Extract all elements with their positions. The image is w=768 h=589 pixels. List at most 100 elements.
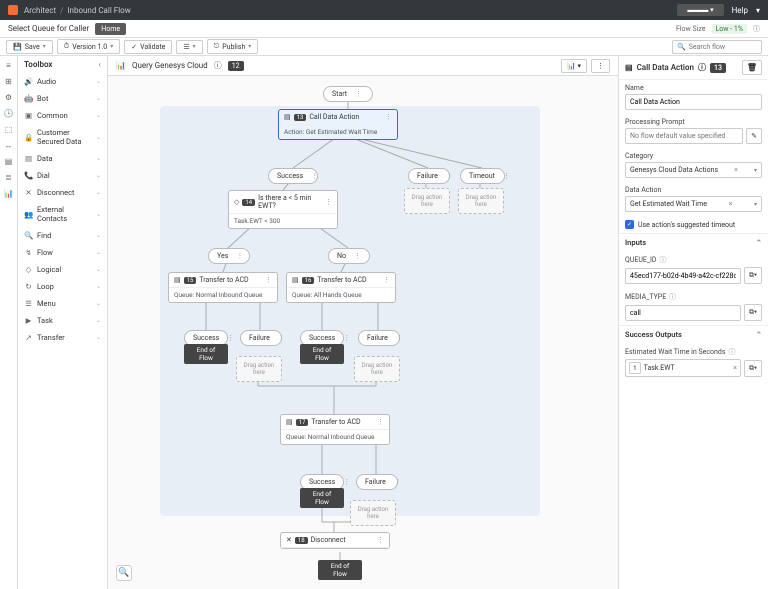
canvas-badge: 12 bbox=[228, 61, 244, 71]
rail-icon-7[interactable]: ▤ bbox=[4, 156, 14, 166]
toolbox-item-dial[interactable]: 📞Dial⌄ bbox=[18, 167, 107, 184]
toolbox-collapse-icon[interactable]: ‹ bbox=[99, 60, 101, 69]
toolbox-item-audio[interactable]: 🔊Audio⌄ bbox=[18, 73, 107, 90]
crumb-architect[interactable]: Architect bbox=[24, 6, 56, 15]
toolbox-item-bot[interactable]: 🤖Bot⌄ bbox=[18, 90, 107, 107]
crumb-flow[interactable]: Inbound Call Flow bbox=[67, 6, 130, 15]
outputs-header[interactable]: Success Outputs⌃ bbox=[619, 325, 768, 343]
canvas-info-icon[interactable]: ⓘ bbox=[214, 60, 222, 71]
toolbox-item-customer-secured-data[interactable]: 🔒Customer Secured Data⌄ bbox=[18, 124, 107, 150]
ewt-input[interactable]: 1 Task.EWT × bbox=[625, 359, 741, 377]
node-drop15[interactable]: Drag action here bbox=[236, 356, 282, 382]
panel-info-icon[interactable]: ⓘ bbox=[698, 62, 706, 73]
canvas-title: Query Genesys Cloud bbox=[132, 61, 208, 70]
node-timeout1[interactable]: Timeout⋮ bbox=[460, 168, 505, 184]
toolbox-item-external-contacts[interactable]: 👥External Contacts⌄ bbox=[18, 201, 107, 227]
node-drop16[interactable]: Drag action here bbox=[354, 356, 400, 382]
node-yes[interactable]: Yes⋮ bbox=[208, 248, 250, 264]
zoom-button[interactable]: 🔍 bbox=[116, 565, 132, 581]
node-fail1[interactable]: Failure⋮ bbox=[408, 168, 450, 184]
queue-id-input[interactable] bbox=[625, 268, 741, 284]
help-chevron-icon[interactable]: ▾ bbox=[756, 6, 760, 15]
rail-icon-3[interactable]: ⚙ bbox=[4, 92, 14, 102]
save-button[interactable]: 💾 Save▾ bbox=[6, 40, 53, 54]
toolbox-item-disconnect[interactable]: ✕Disconnect⌄ bbox=[18, 184, 107, 201]
prompt-edit-button[interactable]: ✎ bbox=[746, 128, 762, 144]
ewt-fx-button[interactable]: ⧉▾ bbox=[744, 360, 762, 377]
node-n13[interactable]: ▤13Call Data Action⋮Action: Get Estimate… bbox=[278, 109, 398, 140]
user-menu[interactable]: ▬▬▬ ▾ bbox=[677, 4, 723, 16]
left-rail: ≡ ⊞ ⚙ 🕓 ⬚ ↔ ▤ ≣ 📊 bbox=[0, 56, 18, 589]
node-fail16[interactable]: Failure⋮ bbox=[358, 330, 400, 346]
prompt-input[interactable] bbox=[625, 128, 743, 144]
toolbox-item-transfer[interactable]: ↗Transfer⌄ bbox=[18, 329, 107, 346]
flow-size-label: Flow Size bbox=[676, 25, 706, 33]
delete-button[interactable]: 🗑 bbox=[742, 60, 762, 75]
media-fx-button[interactable]: ⧉▾ bbox=[744, 304, 762, 321]
toolbox-item-task[interactable]: ▶Task⌄ bbox=[18, 312, 107, 329]
name-input[interactable] bbox=[625, 94, 762, 110]
inputs-header[interactable]: Inputs⌃ bbox=[619, 233, 768, 251]
version-button[interactable]: ⏱ Version 1.0▾ bbox=[57, 39, 121, 54]
ewt-info-icon[interactable]: ⓘ bbox=[728, 347, 735, 357]
node-fail17[interactable]: Failure⋮ bbox=[356, 474, 398, 490]
node-n14[interactable]: ◇14Is there a < 5 min EWT?⋮Task.EWT < 30… bbox=[228, 190, 338, 229]
info-icon[interactable]: ⓘ bbox=[753, 24, 760, 34]
node-n18[interactable]: ✕18Disconnect⋮ bbox=[280, 532, 390, 549]
node-end15[interactable]: End of Flow bbox=[184, 344, 228, 364]
node-n16[interactable]: ▤16Transfer to ACD⋮Queue: All Hands Queu… bbox=[286, 272, 396, 303]
rail-icon-5[interactable]: ⬚ bbox=[4, 124, 14, 134]
search-input[interactable] bbox=[689, 43, 757, 51]
node-drop1[interactable]: Drag action here bbox=[404, 188, 450, 214]
subbar: Select Queue for Caller Home Flow Size L… bbox=[0, 20, 768, 38]
toolbox-item-loop[interactable]: ↻Loop⌄ bbox=[18, 278, 107, 295]
publish-button[interactable]: ⎋ Publish▾ bbox=[207, 39, 259, 54]
media-type-input[interactable] bbox=[625, 305, 741, 321]
node-succ1[interactable]: Success⋮ bbox=[268, 168, 318, 184]
queue-info-icon[interactable]: ⓘ bbox=[660, 255, 667, 265]
rail-icon-1[interactable]: ≡ bbox=[4, 60, 14, 70]
flow-size-value: Low - 1% bbox=[712, 24, 748, 34]
canvas-more-button[interactable]: ⋮ bbox=[591, 59, 610, 73]
toolbox-item-data[interactable]: ▤Data⌄ bbox=[18, 150, 107, 167]
node-end18[interactable]: End of Flow bbox=[318, 560, 362, 580]
node-drop17[interactable]: Drag action here bbox=[350, 500, 396, 526]
rail-icon-2[interactable]: ⊞ bbox=[4, 76, 14, 86]
help-link[interactable]: Help bbox=[732, 6, 748, 15]
node-start[interactable]: Start⋮ bbox=[323, 86, 373, 102]
category-select[interactable]: Genesys Cloud Data Actions× ▾ bbox=[625, 162, 762, 178]
panel-icon: ▤ bbox=[625, 63, 633, 72]
toolbox-item-menu[interactable]: ☰Menu⌄ bbox=[18, 295, 107, 312]
node-drop2[interactable]: Drag action here bbox=[458, 188, 504, 214]
rail-icon-9[interactable]: 📊 bbox=[4, 188, 14, 198]
node-end16[interactable]: End of Flow bbox=[300, 344, 344, 364]
toolbox-item-flow[interactable]: ↯Flow⌄ bbox=[18, 244, 107, 261]
toolbox-item-logical[interactable]: ◇Logical⌄ bbox=[18, 261, 107, 278]
rail-icon-8[interactable]: ≣ bbox=[4, 172, 14, 182]
validate-button[interactable]: ✓ Validate bbox=[124, 40, 172, 54]
toolbox-item-find[interactable]: 🔍Find⌄ bbox=[18, 227, 107, 244]
toolbox-item-common[interactable]: ▣Common⌄ bbox=[18, 107, 107, 124]
flow-icon: 📊 bbox=[116, 61, 126, 70]
panel-title: Call Data Action bbox=[637, 63, 694, 72]
rail-icon-6[interactable]: ↔ bbox=[4, 140, 14, 150]
timeout-checkbox[interactable]: ✓Use action's suggested timeout bbox=[625, 220, 762, 229]
node-end17[interactable]: End of Flow bbox=[300, 488, 344, 508]
node-no[interactable]: No⋮ bbox=[328, 248, 370, 264]
canvas[interactable]: 🔍 Start⋮ ▤13Call Data Action⋮Action: Get … bbox=[108, 76, 618, 589]
home-badge[interactable]: Home bbox=[95, 23, 126, 35]
node-n17[interactable]: ▤17Transfer to ACD⋮Queue: Normal Inbound… bbox=[280, 414, 390, 445]
category-label: Category bbox=[625, 152, 762, 160]
name-label: Name bbox=[625, 84, 762, 92]
rail-icon-4[interactable]: 🕓 bbox=[4, 108, 14, 118]
view-button[interactable]: ☰ ▾ bbox=[176, 40, 202, 54]
data-action-select[interactable]: Get Estimated Wait Time× ▾ bbox=[625, 196, 762, 212]
properties-panel: ▤ Call Data Action ⓘ 13 🗑 Name Processin… bbox=[618, 56, 768, 589]
queue-fx-button[interactable]: ⧉▾ bbox=[744, 267, 762, 284]
logo bbox=[8, 5, 18, 15]
node-n15[interactable]: ▤15Transfer to ACD⋮Queue: Normal Inbound… bbox=[168, 272, 278, 303]
media-info-icon[interactable]: ⓘ bbox=[669, 292, 676, 302]
search-flow[interactable]: 🔍 bbox=[672, 40, 762, 54]
node-fail15[interactable]: Failure⋮ bbox=[240, 330, 282, 346]
canvas-view-button[interactable]: 📊 ▾ bbox=[561, 59, 587, 73]
